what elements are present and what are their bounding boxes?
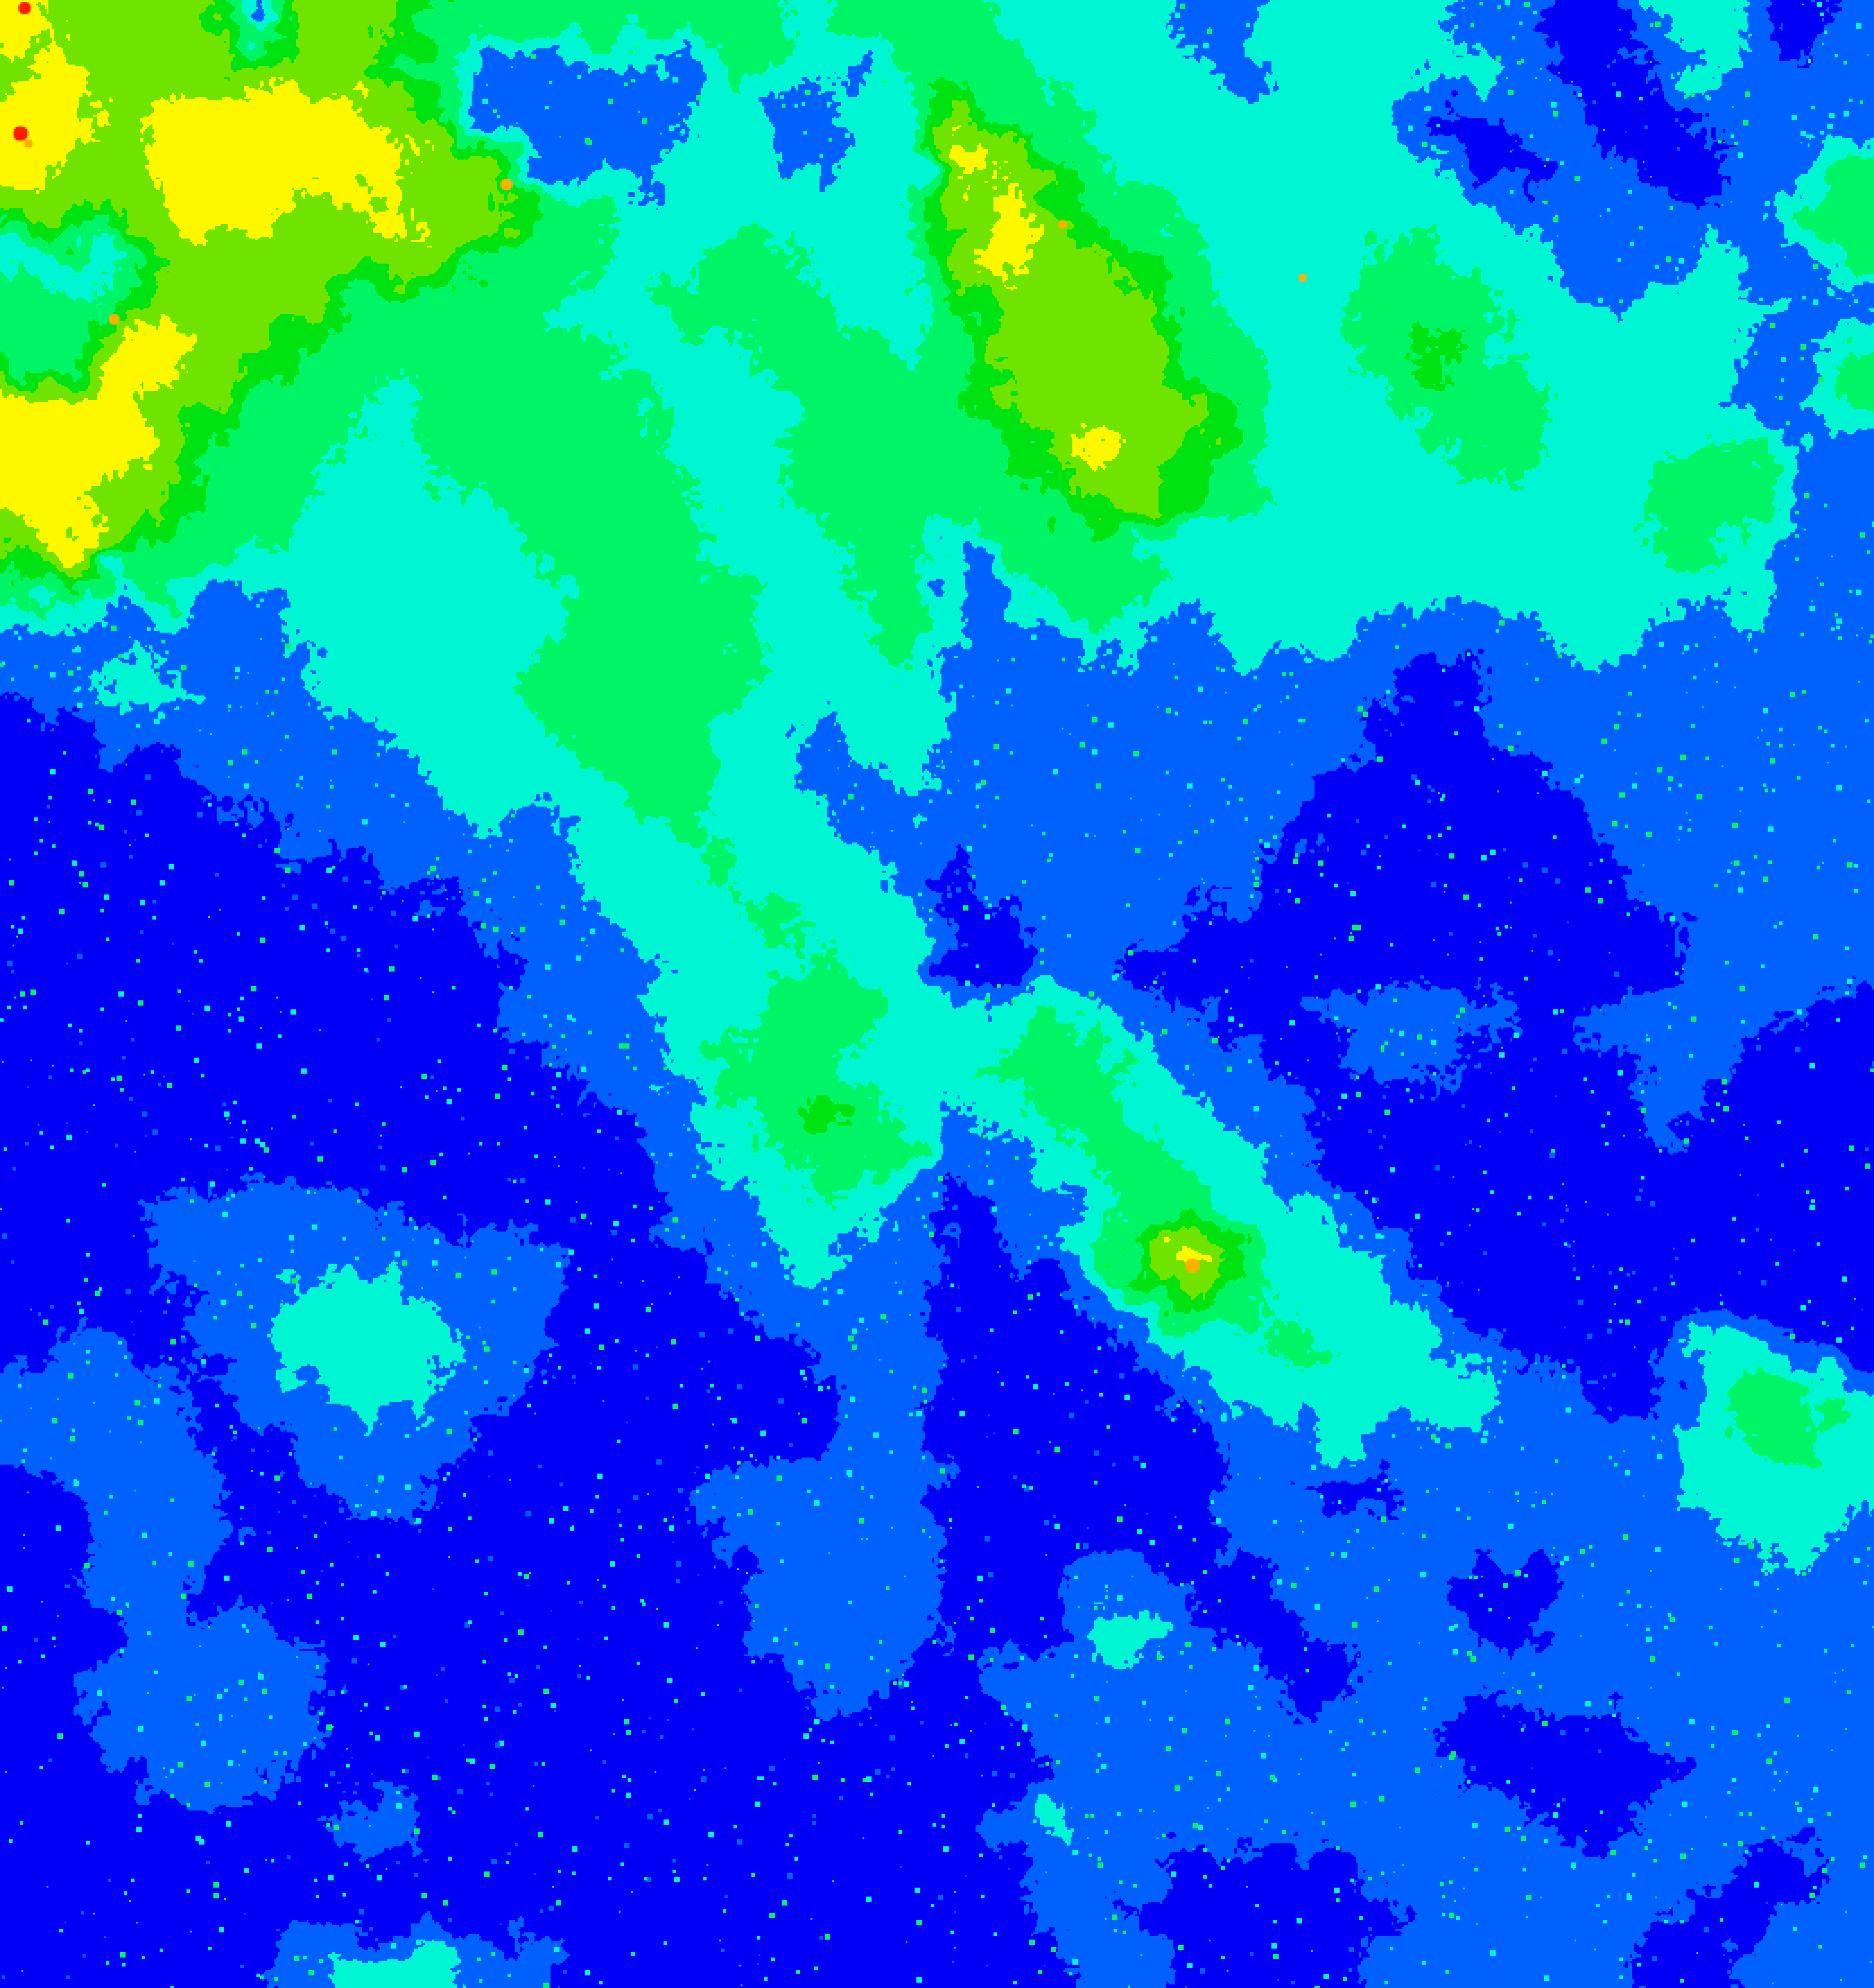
map-viewport [0, 0, 1874, 1988]
false-color-map-canvas [0, 0, 1874, 1988]
